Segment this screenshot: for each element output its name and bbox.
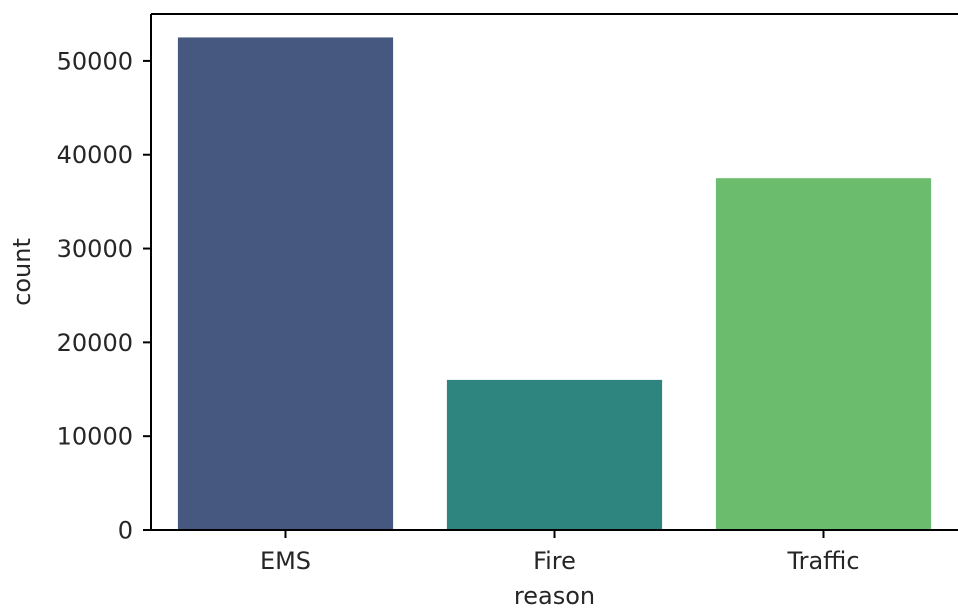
x-tick-label: EMS — [260, 547, 311, 575]
x-axis-ticks: EMS Fire Traffic — [260, 530, 860, 575]
y-tick-label: 0 — [118, 516, 133, 544]
y-tick-label: 50000 — [57, 47, 133, 75]
bar-ems — [177, 37, 394, 531]
y-axis-ticks: 0 10000 20000 30000 40000 50000 — [57, 47, 151, 544]
y-tick-label: 30000 — [57, 235, 133, 263]
x-tick-label: Traffic — [786, 547, 859, 575]
y-tick-label: 10000 — [57, 423, 133, 451]
y-tick-label: 40000 — [57, 141, 133, 169]
y-axis-label: count — [8, 238, 36, 306]
bar-traffic — [715, 178, 932, 530]
bars-group — [177, 37, 932, 531]
x-axis-label: reason — [514, 582, 595, 610]
y-tick-label: 20000 — [57, 329, 133, 357]
x-tick-label: Fire — [533, 547, 576, 575]
bar-fire — [446, 379, 663, 530]
